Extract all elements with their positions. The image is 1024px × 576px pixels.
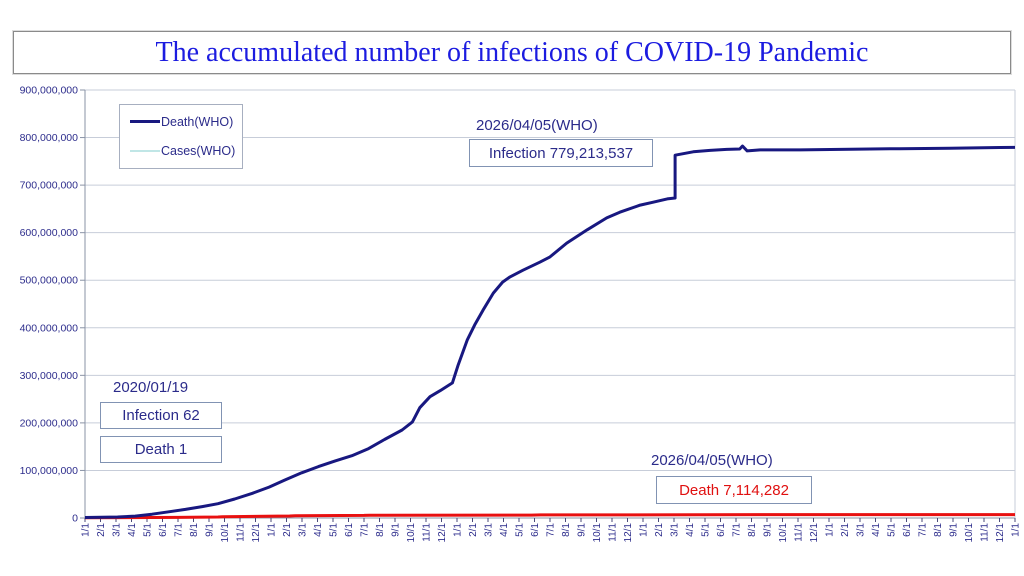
- x-tick-label: 8/1: [747, 523, 758, 537]
- x-tick-label: 1/1: [1011, 523, 1022, 537]
- x-tick-label: 6/1: [344, 523, 355, 537]
- y-tick-label: 200,000,000: [20, 417, 79, 429]
- x-tick-label: 7/1: [918, 523, 929, 537]
- x-tick-label: 5/1: [887, 523, 898, 537]
- legend-item-death: Death(WHO): [120, 110, 242, 134]
- x-tick-label: 7/1: [732, 523, 743, 537]
- y-tick-label: 0: [72, 513, 78, 525]
- x-tick-label: 12/1: [809, 523, 820, 543]
- y-tick-label: 500,000,000: [20, 275, 79, 287]
- annotation-start-date: 2020/01/19: [113, 379, 189, 396]
- x-tick-label: 6/1: [530, 523, 541, 537]
- x-tick-label: 1/1: [267, 523, 278, 537]
- x-tick-label: 8/1: [375, 523, 386, 537]
- y-tick-label: 400,000,000: [20, 322, 79, 334]
- x-tick-label: 11/1: [794, 523, 805, 542]
- x-tick-label: 9/1: [949, 523, 960, 537]
- infection-line: [84, 144, 1016, 519]
- x-tick-label: 8/1: [189, 523, 200, 537]
- x-tick-label: 3/1: [298, 523, 309, 537]
- x-tick-label: 9/1: [391, 523, 402, 537]
- x-tick-label: 1/1: [81, 523, 92, 537]
- x-tick-label: 3/1: [856, 523, 867, 537]
- x-tick-label: 8/1: [933, 523, 944, 537]
- x-tick-label: 9/1: [763, 523, 774, 537]
- x-tick-label: 7/1: [546, 523, 557, 537]
- x-tick-label: 11/1: [980, 523, 991, 542]
- x-tick-label: 11/1: [608, 523, 619, 542]
- legend-item-cases: Cases(WHO): [120, 139, 242, 163]
- x-tick-label: 2/1: [282, 523, 293, 537]
- chart-title-box: The accumulated number of infections of …: [13, 31, 1011, 74]
- x-tick-label: 6/1: [716, 523, 727, 537]
- x-tick-label: 4/1: [685, 523, 696, 537]
- x-tick-label: 12/1: [437, 523, 448, 543]
- x-tick-label: 2/1: [654, 523, 665, 537]
- x-tick-label: 7/1: [174, 523, 185, 537]
- x-tick-label: 11/1: [422, 523, 433, 542]
- x-tick-label: 5/1: [329, 523, 340, 537]
- x-tick-label: 1/1: [639, 523, 650, 537]
- chart-title: The accumulated number of infections of …: [155, 36, 869, 68]
- x-tick-label: 3/1: [670, 523, 681, 537]
- x-tick-label: 10/1: [964, 523, 975, 543]
- death-line: [84, 513, 1015, 520]
- annotation-start-infection-box: Infection 62: [100, 402, 222, 429]
- x-tick-label: 10/1: [406, 523, 417, 543]
- x-tick-label: 8/1: [561, 523, 572, 537]
- x-tick-label: 4/1: [499, 523, 510, 537]
- legend-label-cases: Cases(WHO): [161, 144, 236, 159]
- annotation-death-date: 2026/04/05(WHO): [651, 452, 773, 469]
- y-tick-label: 800,000,000: [20, 132, 79, 144]
- x-tick-label: 4/1: [127, 523, 138, 537]
- x-tick-label: 5/1: [143, 523, 154, 537]
- x-tick-label: 2/1: [96, 523, 107, 537]
- x-tick-label: 12/1: [995, 523, 1006, 543]
- cases-line-swatch: [130, 150, 160, 153]
- x-tick-label: 1/1: [825, 523, 836, 537]
- legend: Death(WHO) Cases(WHO): [119, 104, 243, 169]
- x-tick-label: 9/1: [577, 523, 588, 537]
- legend-label-death: Death(WHO): [161, 114, 234, 129]
- y-tick-label: 900,000,000: [20, 85, 79, 97]
- y-tick-label: 100,000,000: [20, 465, 79, 477]
- x-tick-label: 6/1: [902, 523, 913, 537]
- x-tick-label: 2/1: [468, 523, 479, 537]
- x-tick-label: 3/1: [112, 523, 123, 537]
- x-tick-label: 12/1: [251, 523, 262, 543]
- x-tick-label: 6/1: [158, 523, 169, 537]
- x-tick-label: 12/1: [623, 523, 634, 543]
- x-tick-label: 9/1: [205, 523, 216, 537]
- annotation-peak-infection-box: Infection 779,213,537: [469, 139, 653, 167]
- x-tick-label: 10/1: [592, 523, 603, 543]
- y-tick-label: 600,000,000: [20, 227, 79, 239]
- x-tick-label: 5/1: [515, 523, 526, 537]
- x-tick-label: 7/1: [360, 523, 371, 537]
- x-tick-label: 2/1: [840, 523, 851, 537]
- annotation-peak-date: 2026/04/05(WHO): [476, 117, 598, 134]
- x-tick-label: 5/1: [701, 523, 712, 537]
- x-tick-label: 11/1: [236, 523, 247, 542]
- death-line-swatch: [130, 120, 160, 124]
- y-tick-label: 700,000,000: [20, 180, 79, 192]
- x-tick-label: 10/1: [778, 523, 789, 543]
- x-tick-label: 3/1: [484, 523, 495, 537]
- x-tick-label: 4/1: [871, 523, 882, 537]
- x-tick-label: 10/1: [220, 523, 231, 543]
- y-tick-label: 300,000,000: [20, 370, 79, 382]
- annotation-start-death-box: Death 1: [100, 436, 222, 463]
- x-tick-label: 4/1: [313, 523, 324, 537]
- x-tick-label: 1/1: [453, 523, 464, 537]
- annotation-death-total-box: Death 7,114,282: [656, 476, 812, 504]
